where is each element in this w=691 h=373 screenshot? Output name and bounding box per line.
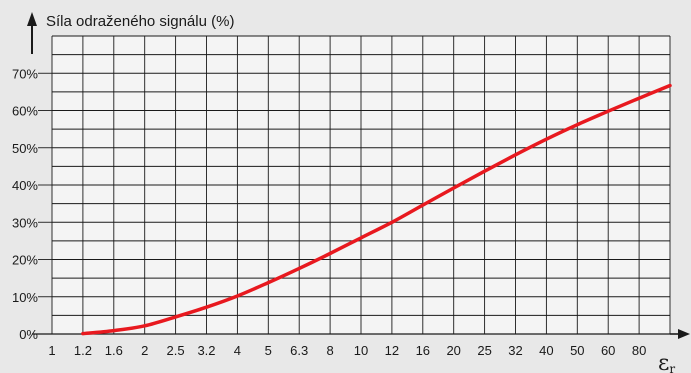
x-tick-label: 12 — [385, 343, 399, 358]
x-tick-label: 60 — [601, 343, 615, 358]
x-tick-label: 16 — [416, 343, 430, 358]
x-tick-label: 1.2 — [74, 343, 92, 358]
y-tick-label: 30% — [12, 215, 38, 230]
y-tick-label: 50% — [12, 141, 38, 156]
x-tick-label: 10 — [354, 343, 368, 358]
x-tick-label: 2 — [141, 343, 148, 358]
y-tick-label: 40% — [12, 178, 38, 193]
x-tick-label: 8 — [326, 343, 333, 358]
x-tick-label: 32 — [508, 343, 522, 358]
x-tick-labels: 1 1.2 1.6 2 2.5 3.2 4 5 6.3 8 10 12 16 20 25 32 40 50 60 80 — [48, 343, 646, 358]
x-axis-label-subscript: r — [669, 362, 675, 373]
series — [81, 83, 672, 336]
x-axis-arrowhead — [678, 329, 690, 339]
x-tick-label: 1 — [48, 343, 55, 358]
x-tick-label: 4 — [234, 343, 241, 358]
x-tick-label: 50 — [570, 343, 584, 358]
grid — [51, 35, 671, 335]
y-axis-arrowhead — [27, 12, 37, 26]
x-tick-label: 3.2 — [197, 343, 215, 358]
x-tick-label: 40 — [539, 343, 553, 358]
x-tick-label: 20 — [446, 343, 460, 358]
x-tick-label: 1.6 — [105, 343, 123, 358]
series-line — [81, 83, 672, 336]
x-tick-label: 25 — [477, 343, 491, 358]
y-tick-label: 60% — [12, 104, 38, 119]
x-tick-label: 5 — [265, 343, 272, 358]
x-axis-label: εr — [658, 351, 675, 373]
y-tick-label: 20% — [12, 253, 38, 268]
x-tick-label: 80 — [632, 343, 646, 358]
x-tick-label: 2.5 — [167, 343, 185, 358]
y-tick-label: 0% — [19, 327, 38, 342]
y-tick-label: 70% — [12, 66, 38, 81]
x-axis-label-main: ε — [658, 351, 669, 373]
y-tick-labels: 0% 10% 20% 30% 40% 50% 60% 70% — [12, 66, 38, 342]
x-tick-label: 6.3 — [290, 343, 308, 358]
y-axis-label: Síla odraženého signálu (%) — [46, 13, 234, 30]
y-tick-label: 10% — [12, 290, 38, 305]
axes — [27, 12, 690, 339]
